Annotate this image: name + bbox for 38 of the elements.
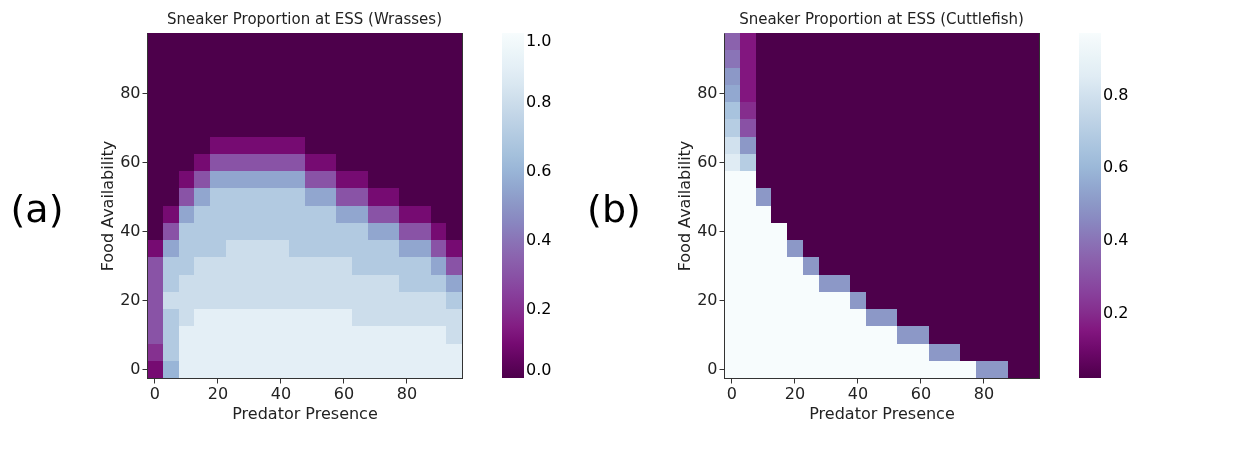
color-bar-label: 0.0	[526, 360, 552, 379]
y-tick-label: 40	[120, 221, 141, 241]
y-axis-title: Food Availability	[98, 140, 118, 272]
x-tick-label: 80	[396, 383, 418, 403]
color-bar-label: 0.8	[1103, 84, 1129, 104]
y-tick-label: 80	[697, 83, 718, 103]
y-axis-title: Food Availability	[675, 140, 695, 272]
x-tick-label: 60	[910, 383, 932, 403]
x-tick-label: 20	[207, 383, 229, 403]
chart-title: Sneaker Proportion at ESS (Cuttlefish)	[739, 10, 1024, 28]
y-tick-label: 20	[120, 290, 141, 310]
x-tick-label: 80	[973, 383, 995, 403]
chart-title: Sneaker Proportion at ESS (Wrasses)	[167, 10, 442, 28]
color-bar-label: 0.2	[1103, 302, 1129, 322]
text: (a)	[10, 186, 64, 231]
y-tick-label: 0	[130, 359, 141, 379]
x-tick-label: 40	[270, 383, 292, 403]
x-axis-title: Predator Presence	[809, 403, 955, 423]
color-bar-label: 0.8	[526, 92, 552, 111]
y-tick-label: 80	[120, 83, 141, 103]
color-bar-label: 0.4	[1103, 230, 1129, 249]
y-tick-label: 60	[120, 152, 141, 172]
y-tick-label: 0	[707, 359, 718, 379]
text: (b)	[587, 186, 641, 231]
x-tick-label: 60	[333, 383, 355, 403]
color-bar-label: 0.4	[526, 230, 552, 249]
y-tick-label: 40	[697, 221, 718, 241]
color-bar-label: 0.6	[1103, 157, 1129, 177]
y-tick-label: 60	[697, 152, 718, 172]
x-tick-label: 0	[726, 383, 737, 403]
x-tick-label: 40	[847, 383, 869, 403]
color-bar-label: 0.6	[526, 161, 552, 180]
color-bar-label: 0.2	[526, 299, 552, 318]
x-axis-title: Predator Presence	[232, 403, 378, 423]
color-bar-label: 1.0	[526, 31, 552, 50]
x-tick-label: 20	[784, 383, 806, 403]
x-tick-label: 0	[149, 383, 160, 403]
y-tick-label: 20	[697, 290, 718, 310]
